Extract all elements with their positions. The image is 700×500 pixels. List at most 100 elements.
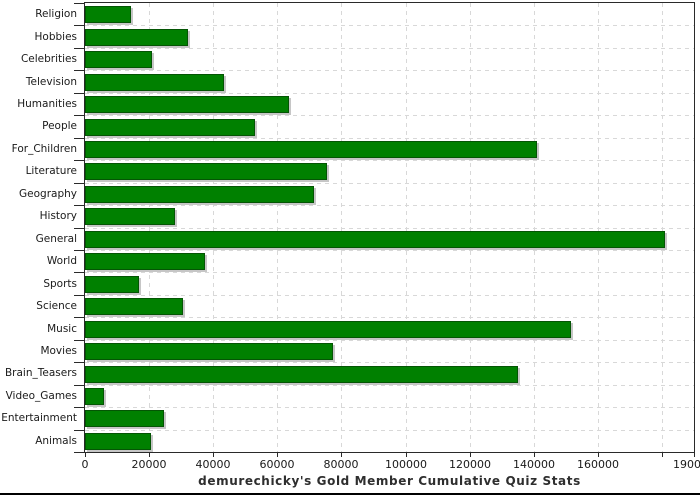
y-tick-label: Geography [19, 188, 77, 200]
x-tick-label: 20000 [131, 458, 167, 471]
y-tick-label: Television [25, 76, 77, 88]
x-tick-label: 100000 [385, 458, 427, 471]
bar [85, 74, 224, 91]
x-axis-tick [470, 452, 471, 457]
plot-area [84, 2, 695, 453]
y-axis-tick [74, 362, 84, 363]
gridline-h [85, 24, 694, 26]
gridline-h [85, 429, 694, 431]
x-tick-label: 120000 [449, 458, 491, 471]
bottom-divider [0, 493, 700, 495]
y-tick-label: History [39, 210, 77, 222]
gridline-h [85, 316, 694, 318]
bar [85, 433, 151, 450]
chart-title: demurechicky's Gold Member Cumulative Qu… [198, 474, 581, 488]
x-axis-tick [694, 452, 695, 457]
x-axis-tick [277, 452, 278, 457]
gridline-h [85, 339, 694, 341]
gridline-h [85, 182, 694, 184]
y-tick-label: World [46, 255, 77, 267]
y-tick-label: Animals [35, 435, 77, 447]
x-axis-tick [662, 452, 663, 457]
y-axis-tick [74, 48, 84, 49]
x-tick-label: 140000 [513, 458, 555, 471]
bar [85, 119, 255, 136]
y-tick-label: Movies [40, 345, 77, 357]
gridline-h [85, 159, 694, 161]
y-axis-tick [74, 317, 84, 318]
x-axis-tick [598, 452, 599, 457]
bar [85, 51, 152, 68]
gridline-h [85, 92, 694, 94]
bar [85, 253, 205, 270]
y-tick-label: General [35, 233, 77, 245]
y-axis-tick [74, 93, 84, 94]
y-axis-tick [74, 70, 84, 71]
y-axis-tick [74, 295, 84, 296]
y-axis-tick [74, 3, 84, 4]
bar [85, 6, 131, 23]
gridline-h [85, 384, 694, 386]
y-axis-tick [74, 138, 84, 139]
y-axis-tick [74, 385, 84, 386]
y-tick-label: Literature [25, 165, 77, 177]
bar [85, 163, 327, 180]
y-tick-label: Science [36, 300, 77, 312]
bar [85, 410, 164, 427]
y-tick-label: Video_Games [5, 390, 77, 402]
y-axis-tick [74, 407, 84, 408]
y-axis-tick [74, 228, 84, 229]
y-axis-tick [74, 272, 84, 273]
y-axis-tick [74, 452, 84, 453]
x-axis-tick [149, 452, 150, 457]
gridline-h [85, 227, 694, 229]
gridline-h [85, 137, 694, 139]
gridline-h [85, 249, 694, 251]
x-tick-label: 0 [81, 458, 89, 471]
x-tick-label: 80000 [323, 458, 359, 471]
y-tick-label: Music [47, 323, 77, 335]
gridline-h [85, 204, 694, 206]
bar [85, 186, 314, 203]
gridline-h [85, 114, 694, 116]
x-axis-tick [213, 452, 214, 457]
x-tick-label: 160000 [577, 458, 619, 471]
x-axis-tick [534, 452, 535, 457]
y-axis-tick [74, 430, 84, 431]
y-tick-label: Religion [35, 8, 77, 20]
bar [85, 343, 333, 360]
y-axis-tick [74, 205, 84, 206]
bar [85, 231, 665, 248]
y-axis-tick [74, 340, 84, 341]
y-tick-label: Sports [43, 278, 77, 290]
x-tick-label: 40000 [195, 458, 231, 471]
y-axis-tick [74, 160, 84, 161]
gridline-h [85, 271, 694, 273]
bar [85, 141, 537, 158]
bar [85, 321, 571, 338]
y-tick-label: People [42, 120, 77, 132]
y-axis-tick [74, 25, 84, 26]
y-tick-label: Humanities [17, 98, 77, 110]
bar [85, 208, 175, 225]
x-axis-tick [341, 452, 342, 457]
gridline-h [85, 406, 694, 408]
x-tick-label: 60000 [259, 458, 295, 471]
x-axis-tick [85, 452, 86, 457]
gridline-h [85, 47, 694, 49]
y-tick-label: Entertainment [1, 412, 77, 424]
x-axis-tick [406, 452, 407, 457]
y-tick-label: For_Children [11, 143, 77, 155]
bar [85, 366, 518, 383]
gridline-h [85, 361, 694, 363]
y-tick-label: Celebrities [20, 53, 77, 65]
y-axis-tick [74, 183, 84, 184]
y-axis-tick [74, 115, 84, 116]
gridline-h [85, 294, 694, 296]
bar [85, 276, 139, 293]
bar [85, 96, 289, 113]
y-tick-label: Brain_Teasers [4, 367, 77, 379]
gridline-h [85, 69, 694, 71]
x-tick-label: 190000 [673, 458, 700, 471]
